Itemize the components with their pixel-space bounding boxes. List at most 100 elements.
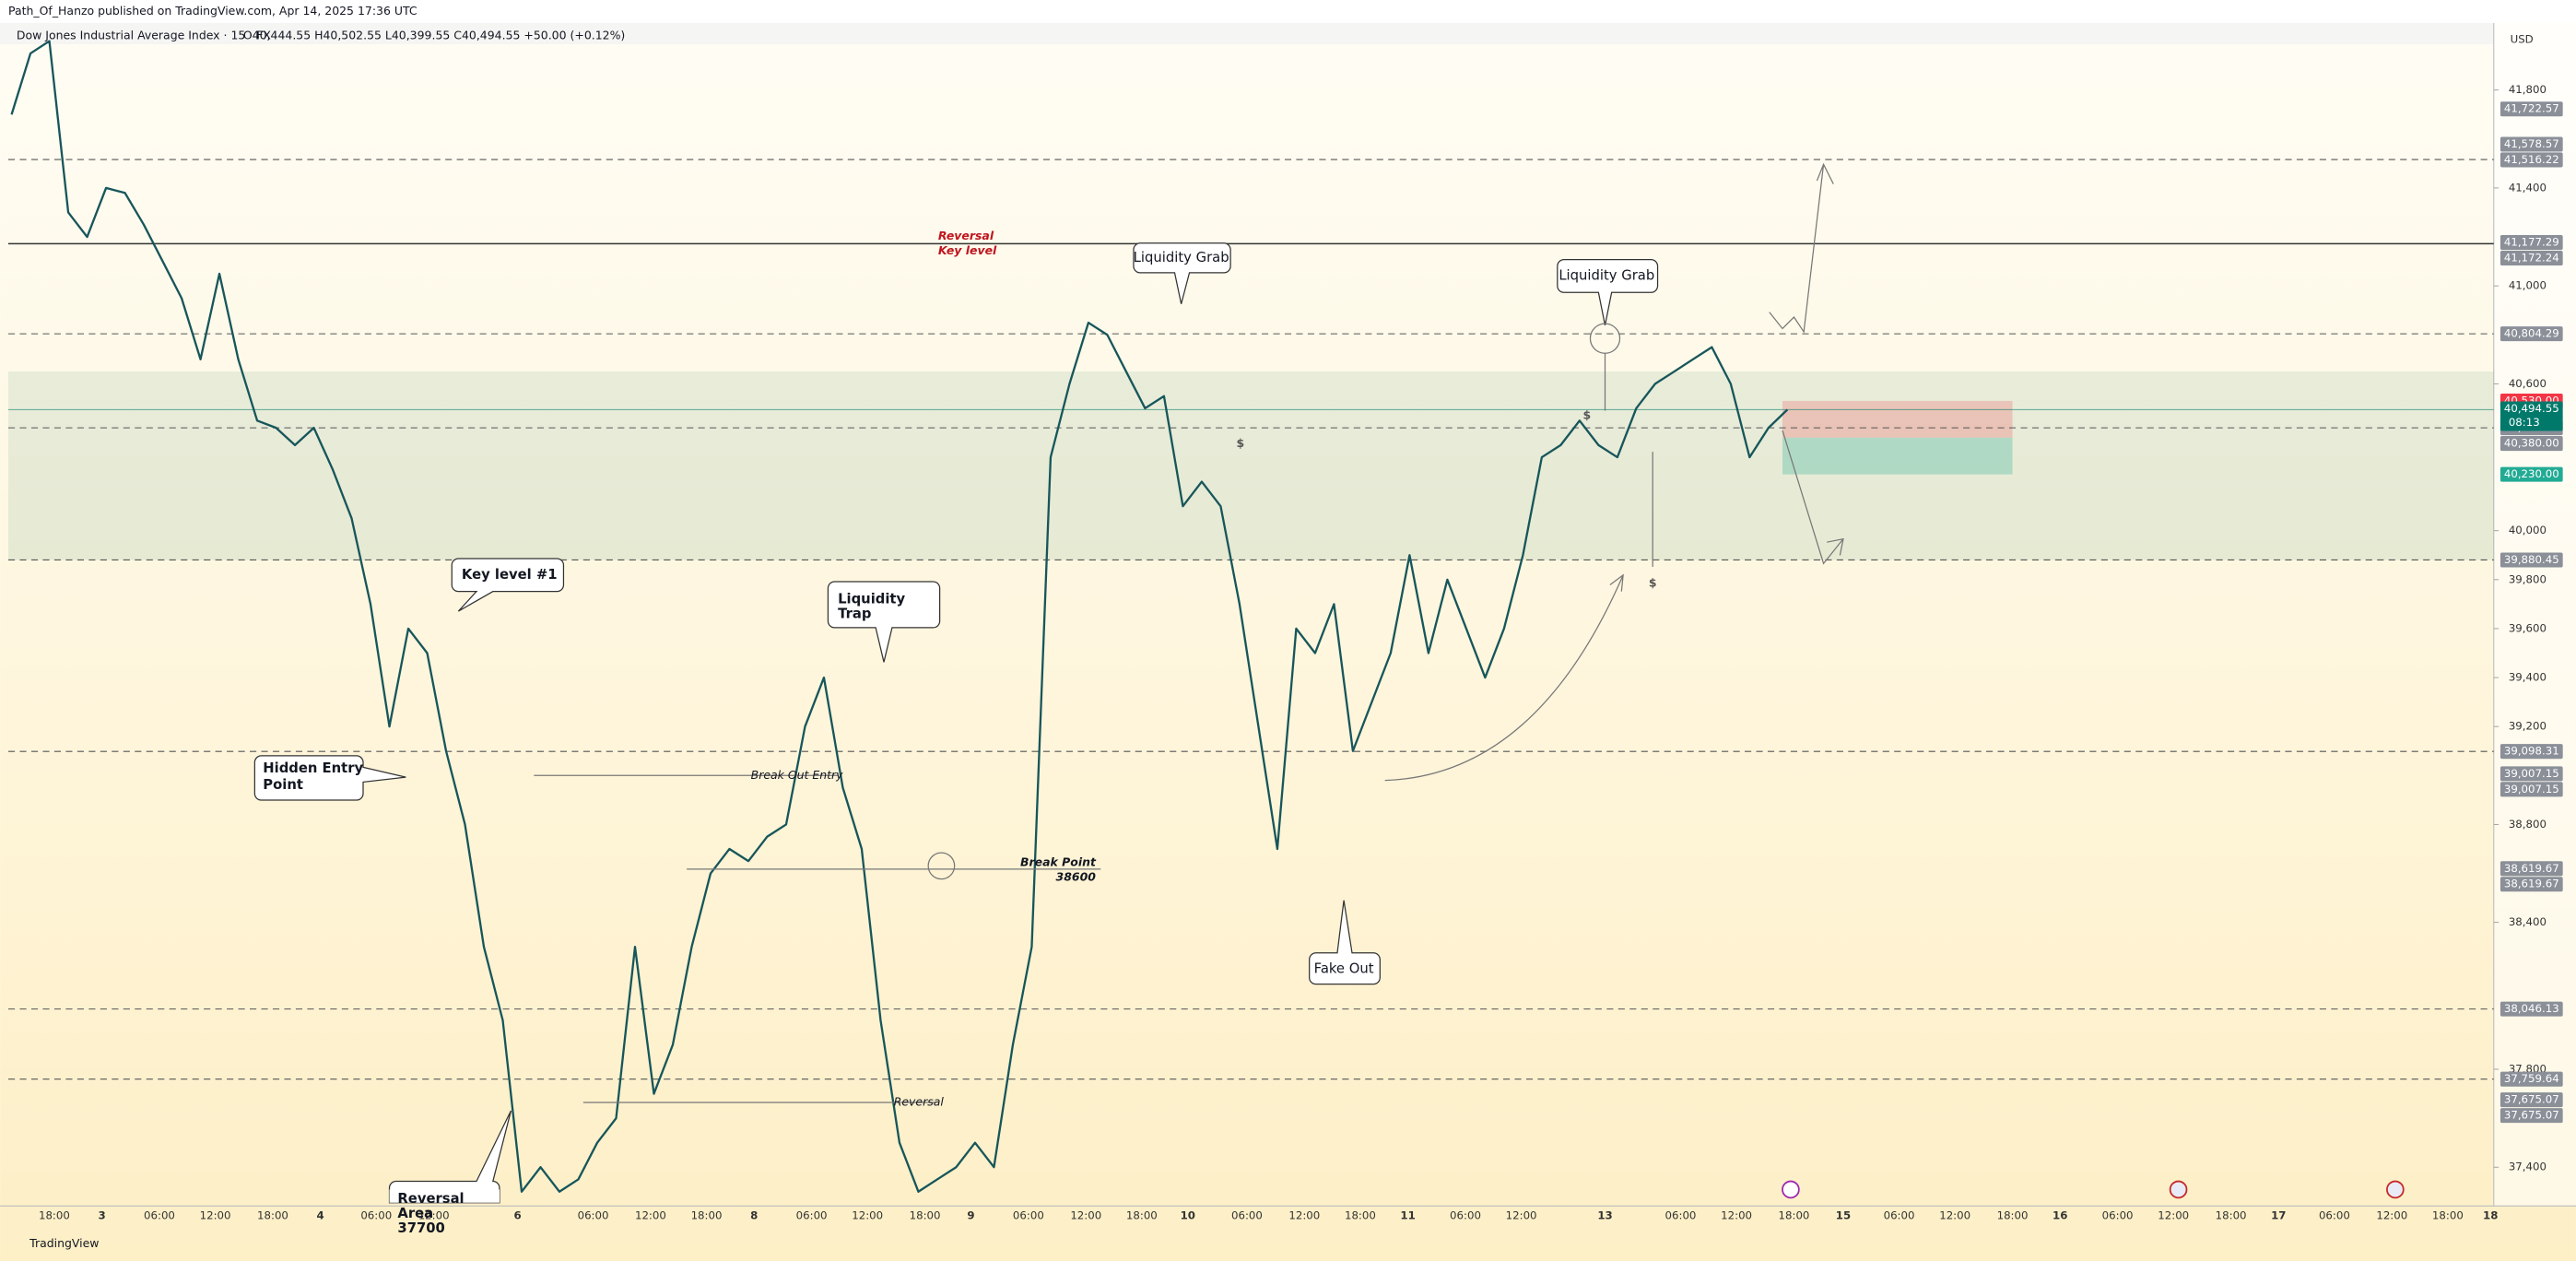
x-tick-label: 06:00 bbox=[2102, 1208, 2134, 1221]
y-tick-label: 39,600 bbox=[2509, 621, 2547, 634]
x-tick-label: 13 bbox=[1597, 1208, 1612, 1221]
x-tick-label: 06:00 bbox=[1884, 1208, 1915, 1221]
x-tick-label: 12:00 bbox=[852, 1208, 883, 1221]
price-tag-label: 37,759.64 bbox=[2504, 1072, 2559, 1085]
price-axis bbox=[2493, 22, 2576, 1207]
x-tick-label: 06:00 bbox=[2319, 1208, 2350, 1221]
price-tag-label: 39,007.15 bbox=[2504, 783, 2559, 795]
x-tick-label: 18:00 bbox=[691, 1208, 723, 1221]
current-tag bbox=[2500, 401, 2563, 431]
callout bbox=[1557, 258, 1659, 326]
dollar: $ bbox=[1236, 436, 1244, 450]
x-tick-label: 06:00 bbox=[578, 1208, 609, 1221]
symbol: Dow Jones Industrial Average Index · 15 … bbox=[17, 29, 271, 42]
projection-down bbox=[1782, 430, 1844, 565]
x-tick-label: 3 bbox=[99, 1208, 106, 1221]
y-tick-label: 39,200 bbox=[2509, 720, 2547, 733]
y-tick-label: 40,000 bbox=[2509, 524, 2547, 536]
x-tick-label: 12:00 bbox=[1070, 1208, 1101, 1221]
x-tick-label: 06:00 bbox=[144, 1208, 175, 1221]
x-tick-label: 12:00 bbox=[2376, 1208, 2407, 1221]
price-tag bbox=[2500, 436, 2563, 452]
dollar: $ bbox=[1649, 575, 1657, 589]
callout-text: Area bbox=[397, 1206, 433, 1221]
x-tick-label: 10 bbox=[1181, 1208, 1195, 1221]
event-icon[interactable] bbox=[2169, 1180, 2188, 1199]
price-tag-label: 38,046.13 bbox=[2504, 1002, 2559, 1015]
price-tag bbox=[2500, 1071, 2563, 1087]
price-tag bbox=[2500, 552, 2563, 568]
x-tick-label: 12:00 bbox=[1288, 1208, 1320, 1221]
y-tick-label: 41,400 bbox=[2509, 181, 2547, 194]
price-tag-label: 38,619.67 bbox=[2504, 878, 2559, 890]
y-tick-label: 41,000 bbox=[2509, 279, 2547, 292]
annotation-text: Break Out Entry bbox=[751, 768, 844, 782]
marker-circle bbox=[927, 852, 956, 880]
x-tick-label: 18 bbox=[2483, 1208, 2498, 1221]
x-tick-label: 8 bbox=[750, 1208, 758, 1221]
price-tag-label: 37,675.07 bbox=[2504, 1093, 2559, 1106]
price-tag bbox=[2500, 152, 2563, 168]
callout-text: Hidden Entry bbox=[263, 760, 363, 776]
price-tag-label: 41,578.57 bbox=[2504, 137, 2559, 150]
header-band bbox=[0, 0, 2576, 23]
price-tag-label: 40,804.29 bbox=[2504, 327, 2559, 340]
callout-text: Liquidity bbox=[838, 592, 905, 607]
callout-text: Liquidity Grab bbox=[1559, 267, 1654, 283]
projection-up bbox=[1769, 162, 1834, 334]
price-tag bbox=[2500, 235, 2563, 251]
y-tick-label: 39,400 bbox=[2509, 671, 2547, 684]
price-tag-label: 39,880.45 bbox=[2504, 553, 2559, 566]
x-tick-label: 06:00 bbox=[1665, 1208, 1697, 1221]
x-tick-label: 9 bbox=[967, 1208, 974, 1221]
price-tag-label: 38,619.67 bbox=[2504, 862, 2559, 875]
x-tick-label: 18:00 bbox=[39, 1208, 70, 1221]
callout-text: 37700 bbox=[397, 1220, 444, 1236]
x-tick-label: 18:00 bbox=[910, 1208, 941, 1221]
y-tick-label: 41,800 bbox=[2509, 83, 2547, 96]
price-tag bbox=[2500, 250, 2563, 266]
callout-text: Trap bbox=[838, 607, 871, 622]
legend-band bbox=[0, 22, 2494, 45]
x-tick-label: 12:00 bbox=[200, 1208, 231, 1221]
dollar: $ bbox=[1583, 407, 1592, 421]
x-tick-label: 18:00 bbox=[2432, 1208, 2464, 1221]
callout bbox=[388, 1110, 512, 1204]
x-tick-label: 18:00 bbox=[1997, 1208, 2029, 1221]
callout-text: Reversal bbox=[397, 1191, 464, 1207]
x-tick-label: 12:00 bbox=[2158, 1208, 2189, 1221]
y-tick-label: 38,400 bbox=[2509, 915, 2547, 928]
zone bbox=[8, 371, 2494, 560]
countdown: 08:13 bbox=[2509, 416, 2540, 429]
y-tick-label: 38,800 bbox=[2509, 818, 2547, 831]
event-icon[interactable] bbox=[2386, 1180, 2405, 1199]
x-tick-label: 17 bbox=[2271, 1208, 2286, 1221]
price-line bbox=[10, 40, 1789, 1193]
callout bbox=[253, 755, 406, 801]
stop-zone bbox=[1782, 400, 2013, 438]
target-zone bbox=[1782, 437, 2013, 475]
callout bbox=[1133, 242, 1231, 304]
callout bbox=[827, 581, 941, 663]
curve-arrow bbox=[1384, 573, 1624, 782]
x-tick-label: 18:00 bbox=[1779, 1208, 1810, 1221]
x-tick-label: 12:00 bbox=[418, 1208, 450, 1221]
x-tick-label: 06:00 bbox=[360, 1208, 392, 1221]
price-tag-label: 40,230.00 bbox=[2504, 467, 2559, 480]
x-tick-label: 06:00 bbox=[796, 1208, 828, 1221]
x-tick-label: 12:00 bbox=[1506, 1208, 1537, 1221]
callout-fill bbox=[389, 1189, 500, 1203]
callout-text: Fake Out bbox=[1314, 961, 1374, 977]
ohlc: O40,444.55 H40,502.55 L40,399.55 C40,494… bbox=[243, 29, 625, 42]
callout-text: Liquidity Grab bbox=[1134, 250, 1229, 265]
x-tick-label: 06:00 bbox=[1013, 1208, 1044, 1221]
x-tick-label: 06:00 bbox=[1231, 1208, 1263, 1221]
footer: TradingView bbox=[29, 1236, 99, 1250]
price-tag-label: 41,172.24 bbox=[2504, 251, 2559, 264]
event-icon[interactable] bbox=[1782, 1180, 1800, 1199]
annotation-text: Break Point bbox=[1020, 854, 1097, 868]
price-tag-label: 37,675.07 bbox=[2504, 1109, 2559, 1122]
x-tick-label: 15 bbox=[1836, 1208, 1851, 1221]
callout-text: Key level #1 bbox=[462, 567, 558, 583]
